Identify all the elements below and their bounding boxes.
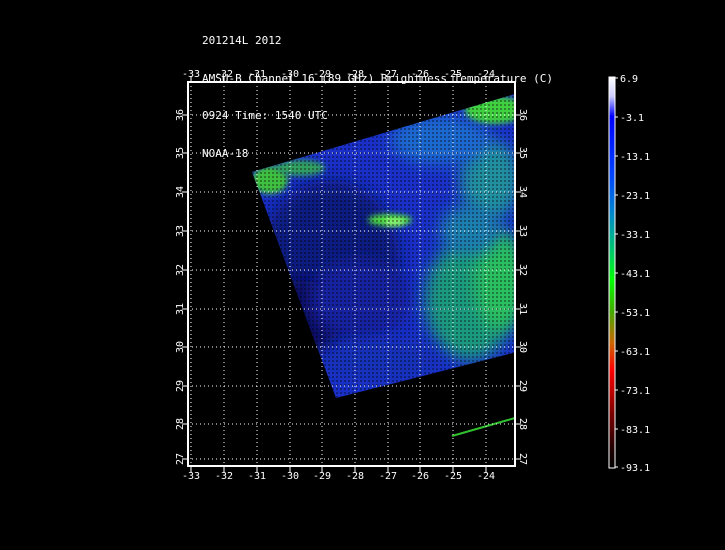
lat-label-right: 36 <box>517 109 528 121</box>
lat-label-left: 36 <box>175 109 186 121</box>
lat-label-left: 33 <box>175 225 186 237</box>
color-scale-bar: 6.9 -3.1 -13.1 -23.1 -33.1 -43.1 -53.1 -… <box>608 74 650 474</box>
lat-label-left: 28 <box>175 418 186 430</box>
map-frame <box>187 81 516 467</box>
color-scale-label: -83.1 <box>620 425 650 436</box>
lon-label-bottom: -33 <box>182 471 200 482</box>
lat-label-right: 28 <box>517 418 528 430</box>
lat-label-left: 34 <box>175 186 186 198</box>
lon-label-bottom: -32 <box>215 471 233 482</box>
lat-labels-right: 36 35 34 33 32 31 30 29 28 27 <box>517 109 528 465</box>
lat-lon-grid <box>188 82 515 466</box>
lon-label-top: -24 <box>477 69 495 80</box>
lon-label-bottom: -25 <box>444 471 462 482</box>
lon-label-bottom: -30 <box>281 471 299 482</box>
lon-label-top: -33 <box>182 69 200 80</box>
color-scale-label: -33.1 <box>620 230 650 241</box>
lon-label-top: -27 <box>379 69 397 80</box>
lon-label-top: -25 <box>444 69 462 80</box>
lat-label-right: 32 <box>517 264 528 276</box>
lon-label-top: -26 <box>411 69 429 80</box>
lat-labels-left: 36 35 34 33 32 31 30 29 28 27 <box>175 109 186 465</box>
lon-label-top: -29 <box>313 69 331 80</box>
lat-label-left: 35 <box>175 147 186 159</box>
color-scale-label: 6.9 <box>620 74 638 85</box>
lon-label-bottom: -28 <box>346 471 364 482</box>
lat-label-left: 27 <box>175 453 186 465</box>
color-scale-label: -43.1 <box>620 269 650 280</box>
lon-label-top: -31 <box>248 69 266 80</box>
lat-label-right: 29 <box>517 380 528 392</box>
color-scale-label: -3.1 <box>620 113 644 124</box>
axis-ticks <box>182 76 521 472</box>
lat-label-left: 29 <box>175 380 186 392</box>
lat-label-left: 30 <box>175 341 186 353</box>
color-scale-label: -13.1 <box>620 152 650 163</box>
lon-label-bottom: -29 <box>313 471 331 482</box>
swath-fragment <box>451 417 515 437</box>
lat-label-right: 35 <box>517 147 528 159</box>
lon-label-top: -28 <box>346 69 364 80</box>
color-scale-label: -63.1 <box>620 347 650 358</box>
lon-label-bottom: -26 <box>411 471 429 482</box>
lon-label-bottom: -24 <box>477 471 495 482</box>
storm-id-year: 201214L 2012 <box>202 34 282 47</box>
lat-label-left: 31 <box>175 303 186 315</box>
lat-label-left: 32 <box>175 264 186 276</box>
color-scale-label: -93.1 <box>620 463 650 474</box>
lon-label-top: -30 <box>281 69 299 80</box>
lon-labels-bottom: -33 -32 -31 -30 -29 -28 -27 -26 -25 -24 <box>182 471 495 482</box>
lon-label-bottom: -31 <box>248 471 266 482</box>
color-scale-label: -73.1 <box>620 386 650 397</box>
lat-label-right: 34 <box>517 186 528 198</box>
color-scale-label: -53.1 <box>620 308 650 319</box>
lon-label-top: -32 <box>215 69 233 80</box>
lon-label-bottom: -27 <box>379 471 397 482</box>
brightness-temperature-swath <box>252 94 515 437</box>
satellite-name: NOAA-18 <box>202 146 249 160</box>
color-scale-label: -23.1 <box>620 191 650 202</box>
lat-label-right: 31 <box>517 303 528 315</box>
lat-label-right: 30 <box>517 341 528 353</box>
lat-label-right: 33 <box>517 225 528 237</box>
lon-labels-top: -33 -32 -31 -30 -29 -28 -27 -26 -25 -24 <box>182 69 495 80</box>
lat-label-right: 27 <box>517 453 528 465</box>
